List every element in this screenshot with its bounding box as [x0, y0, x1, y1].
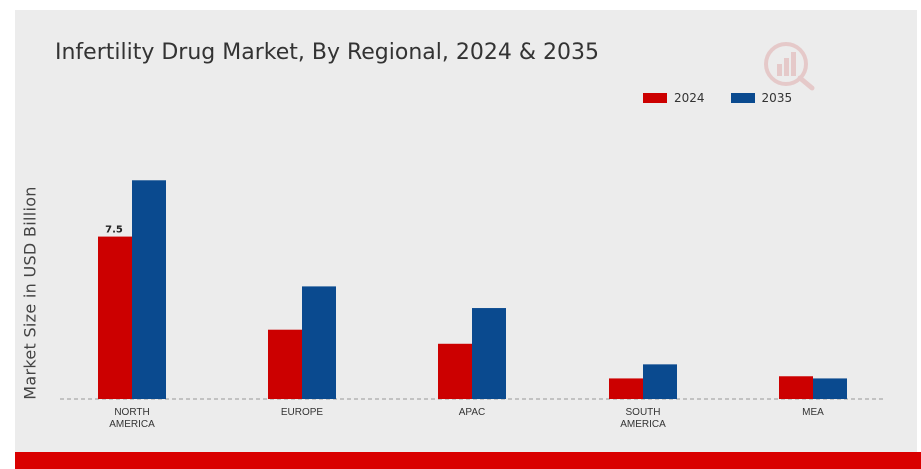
- legend-swatch-2035: [730, 93, 755, 103]
- chart-title: Infertility Drug Market, By Regional, 20…: [55, 40, 599, 65]
- x-tick-label: AMERICA: [620, 419, 666, 430]
- x-tick-label: EUROPE: [281, 407, 324, 418]
- legend-item-2035: 2035: [730, 91, 793, 105]
- chart-legend: 2024 2035: [643, 91, 818, 105]
- legend-swatch-2024: [643, 93, 667, 103]
- x-tick-label: APAC: [459, 407, 486, 418]
- bar-2024-3: [609, 378, 643, 399]
- bar-2035-0: [132, 180, 166, 399]
- data-label: 7.5: [105, 225, 123, 236]
- legend-item-2024: 2024: [643, 91, 705, 105]
- bar-2035-3: [643, 364, 677, 399]
- x-tick-label: SOUTH: [626, 407, 661, 418]
- legend-label-2035: 2035: [761, 91, 793, 105]
- bar-2024-2: [438, 343, 472, 399]
- x-tick-label: NORTH: [114, 407, 149, 418]
- bar-2024-4: [779, 376, 813, 399]
- bar-2035-4: [813, 378, 847, 399]
- bar-2024-1: [268, 329, 302, 399]
- x-tick-label: MEA: [802, 407, 824, 418]
- bar-2024-0: [98, 236, 132, 399]
- legend-label-2024: 2024: [674, 91, 705, 105]
- bottom-accent-bar: [15, 452, 921, 469]
- bar-2035-1: [302, 286, 336, 399]
- brand-logo-icon: [764, 42, 815, 91]
- x-tick-label: AMERICA: [109, 419, 155, 430]
- bar-2035-2: [472, 308, 506, 399]
